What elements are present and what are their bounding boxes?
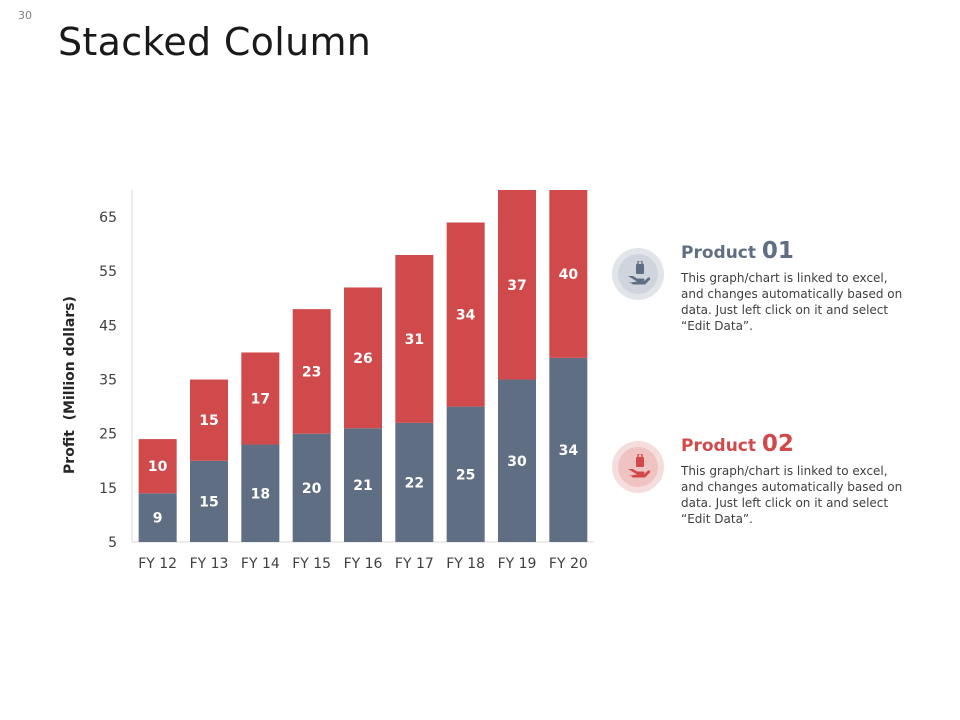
product-02-description: This graph/chart is linked to excel, and… <box>681 464 903 526</box>
y-axis-title: Profit (Million dollars) <box>62 296 78 474</box>
data-label: 26 <box>353 351 372 367</box>
bar-product-02 <box>344 287 382 429</box>
bar-product-02 <box>138 439 177 494</box>
product-01-icon-badge <box>612 248 664 300</box>
x-tick-label: FY 17 <box>395 556 434 572</box>
data-label: 15 <box>199 413 218 429</box>
y-tick-label: 25 <box>99 427 117 443</box>
data-label: 25 <box>456 467 475 483</box>
data-label: 31 <box>405 332 424 348</box>
y-tick-label: 55 <box>99 264 117 280</box>
bar-product-01 <box>190 460 228 542</box>
product-01-heading: Product 01 <box>681 238 794 264</box>
x-tick-label: FY 19 <box>498 556 537 572</box>
data-label: 21 <box>353 478 372 494</box>
x-tick-label: FY 18 <box>446 556 485 572</box>
x-tick-label: FY 14 <box>241 556 280 572</box>
data-label: 30 <box>507 454 527 470</box>
bar-product-01 <box>344 428 382 542</box>
data-label: 40 <box>559 267 579 283</box>
data-label: 10 <box>148 459 168 475</box>
data-label: 22 <box>405 475 424 491</box>
y-tick-label: 5 <box>108 535 117 551</box>
bar-product-02 <box>241 352 280 445</box>
data-label: 18 <box>251 486 270 502</box>
data-label: 20 <box>302 481 322 497</box>
page-title: Stacked Column <box>58 20 372 64</box>
bar-product-02 <box>498 190 536 380</box>
bar-product-02 <box>446 222 485 407</box>
y-tick-label: 65 <box>99 210 117 226</box>
product-01-description: This graph/chart is linked to excel, and… <box>681 271 903 333</box>
bar-product-02 <box>190 379 228 461</box>
hand-holding-bag-icon <box>628 454 651 478</box>
bar-product-01 <box>138 493 177 542</box>
bar-product-01 <box>498 379 536 542</box>
stacked-column-chart: 5 15 25 35 45 55 65 Profit (Million dollars) 9 10… <box>62 190 594 572</box>
data-label: 9 <box>153 511 163 527</box>
product-02-icon-badge <box>612 441 664 493</box>
x-tick-label: FY 20 <box>549 556 588 572</box>
x-tick-label: FY 15 <box>292 556 331 572</box>
data-label: 34 <box>456 308 476 324</box>
hand-holding-bag-icon <box>628 261 651 285</box>
bar-product-01 <box>292 433 331 542</box>
bar-product-01 <box>446 406 485 542</box>
bar-product-01 <box>241 444 280 542</box>
data-label: 15 <box>199 494 218 510</box>
bar-product-01 <box>395 422 434 542</box>
data-label: 37 <box>507 278 526 294</box>
y-tick-label: 35 <box>99 373 117 389</box>
y-tick-label: 15 <box>99 481 117 497</box>
x-tick-label: FY 13 <box>190 556 229 572</box>
bar-product-02 <box>549 190 588 358</box>
data-label: 23 <box>302 364 321 380</box>
product-02-heading: Product 02 <box>681 431 794 457</box>
bar-product-02 <box>395 254 434 423</box>
x-tick-label: FY 12 <box>138 556 177 572</box>
data-label: 34 <box>559 443 579 459</box>
bar-product-01 <box>549 357 588 542</box>
bar-product-02 <box>292 309 331 434</box>
x-tick-label: FY 16 <box>344 556 383 572</box>
data-label: 17 <box>251 391 270 407</box>
slide-number: 30 <box>18 9 32 22</box>
y-tick-label: 45 <box>99 318 117 334</box>
